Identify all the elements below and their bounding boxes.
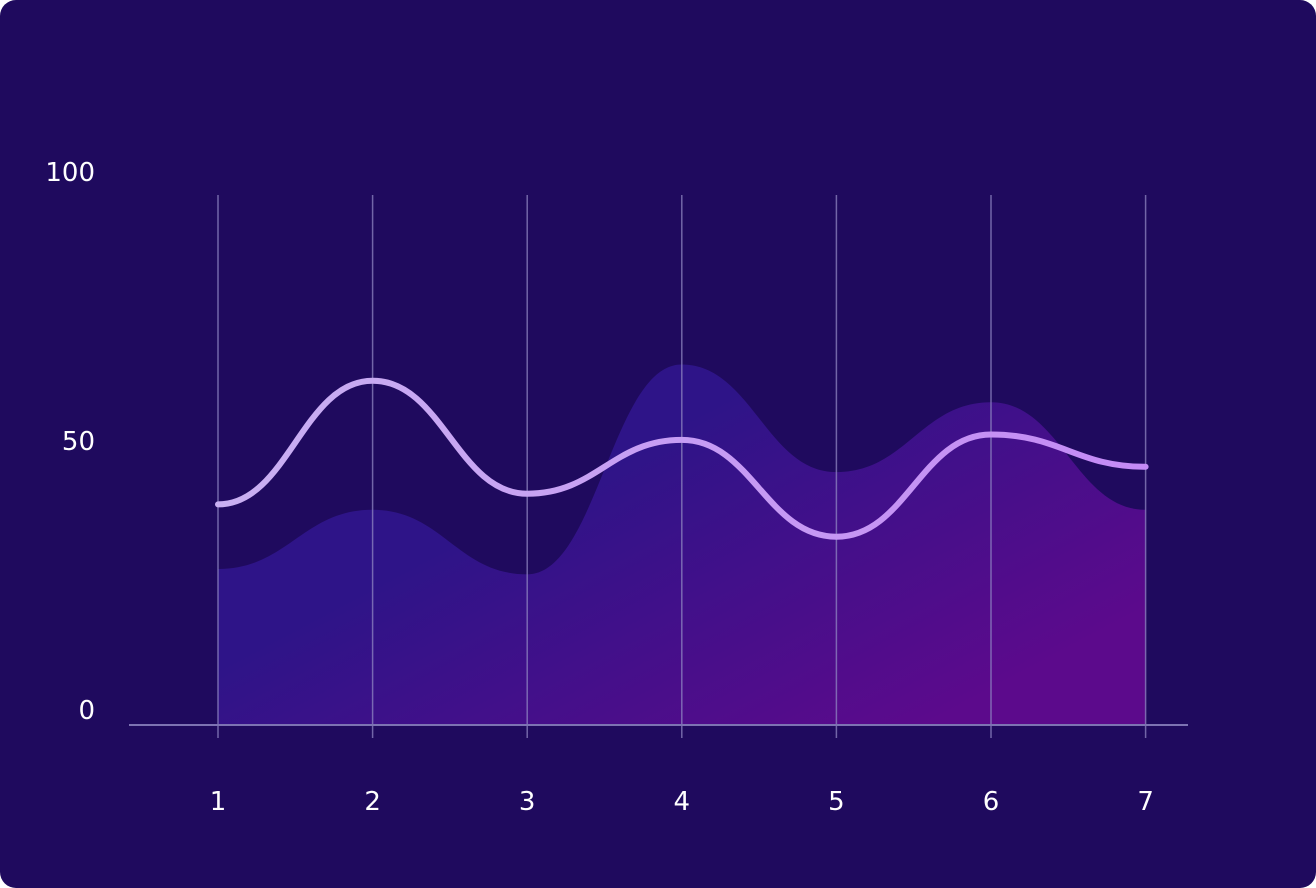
line-series-1	[215, 377, 1149, 540]
x-tick-label-4: 4	[674, 787, 691, 817]
x-tick-label-6: 6	[983, 787, 1000, 817]
line-layer	[215, 377, 1149, 540]
y-tick-label-0: 0	[78, 696, 95, 726]
y-tick-label-100: 100	[45, 158, 95, 188]
y-tick-label-50: 50	[62, 427, 95, 457]
x-tick-label-2: 2	[364, 787, 381, 817]
x-tick-label-3: 3	[519, 787, 536, 817]
x-tick-label-7: 7	[1137, 787, 1154, 817]
label-layer: 1 2 3 4 5 6 7 0 50 100	[45, 158, 1154, 817]
x-tick-label-5: 5	[828, 787, 845, 817]
x-tick-label-1: 1	[210, 787, 227, 817]
grid-layer	[129, 195, 1188, 738]
